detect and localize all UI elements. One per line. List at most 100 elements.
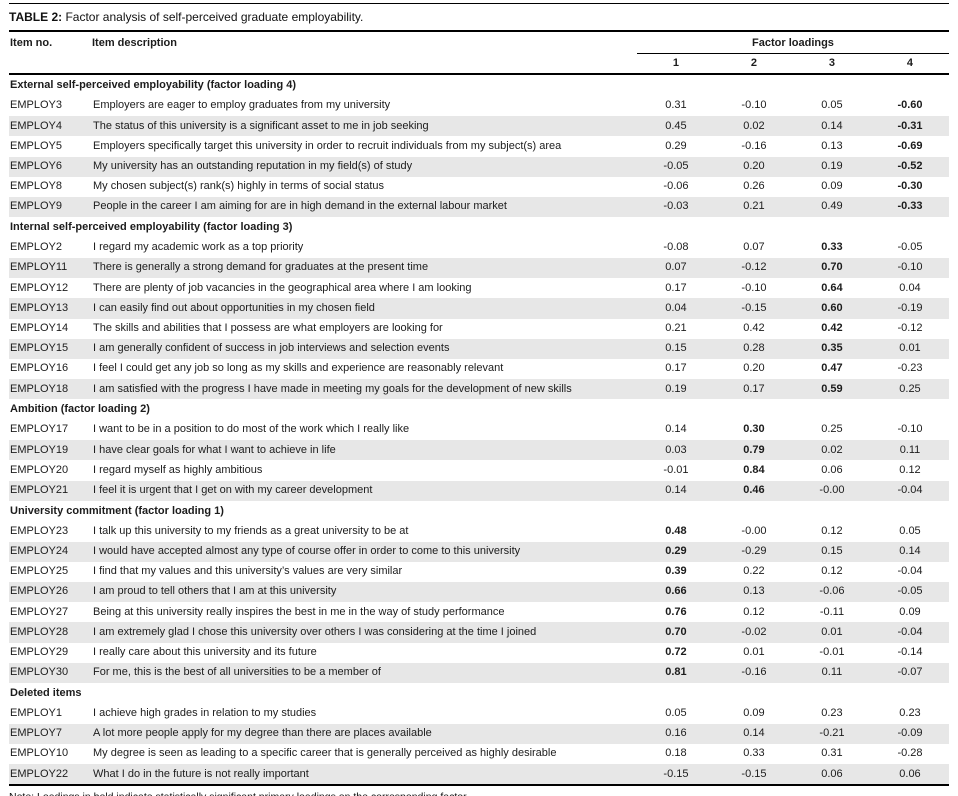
factor-loading-cell: 0.12 bbox=[821, 524, 843, 537]
factor-loading-cell: 0.01 bbox=[743, 646, 765, 659]
table-row: EMPLOY30 For me, this is the best of all … bbox=[9, 662, 949, 683]
factor-loading-cell: 0.18 bbox=[665, 747, 687, 760]
item-description-cell: I would have accepted almost any type of… bbox=[93, 545, 521, 558]
factor-loading-cell: 0.29 bbox=[665, 545, 687, 558]
factor-loading-cell: 0.14 bbox=[899, 545, 921, 558]
factor-loading-cell: -0.05 bbox=[663, 160, 689, 173]
factor-loading-cell: -0.33 bbox=[897, 200, 923, 213]
factor-loading-cell: 0.09 bbox=[899, 605, 921, 618]
factor-loading-cell: 0.12 bbox=[899, 463, 921, 476]
factor-loading-cell: 0.26 bbox=[743, 180, 765, 193]
table-row: EMPLOY22 What I do in the future is not r… bbox=[9, 764, 949, 786]
factor-loading-cell: 0.12 bbox=[743, 605, 765, 618]
factor-loading-cell: -0.19 bbox=[897, 301, 923, 314]
factor-loading-cell: 0.17 bbox=[665, 281, 687, 294]
item-description-cell: What I do in the future is not really im… bbox=[93, 767, 309, 780]
factor-loading-cell: 0.81 bbox=[665, 666, 687, 679]
table-row: EMPLOY13 I can easily find out about oppo… bbox=[9, 298, 949, 319]
section-header-row: University commitment (factor loading 1) bbox=[9, 500, 949, 522]
factor-loading-cell: -0.00 bbox=[741, 524, 767, 537]
factor-loading-cell: 0.47 bbox=[821, 362, 843, 375]
factor-analysis-table: Item no. Item description Factor loading… bbox=[9, 30, 949, 787]
item-description-cell: I can easily find out about opportunitie… bbox=[93, 301, 375, 314]
table-row: EMPLOY6 My university has an outstanding … bbox=[9, 156, 949, 177]
table-body: External self-perceived employability (f… bbox=[9, 74, 949, 786]
item-no-cell: EMPLOY29 bbox=[10, 646, 69, 659]
table-row: EMPLOY2 I regard my academic work as a to… bbox=[9, 238, 949, 258]
factor-loading-cell: -0.05 bbox=[897, 241, 923, 254]
table-row: EMPLOY18 I am satisfied with the progress… bbox=[9, 379, 949, 400]
item-no-cell: EMPLOY13 bbox=[10, 301, 69, 314]
item-description-cell: My university has an outstanding reputat… bbox=[93, 160, 413, 173]
factor-loading-cell: 0.14 bbox=[743, 727, 765, 740]
table-row: EMPLOY26 I am proud to tell others that I… bbox=[9, 581, 949, 603]
factor-loading-cell: -0.16 bbox=[741, 666, 767, 679]
item-description-cell: My degree is seen as leading to a specif… bbox=[93, 747, 557, 760]
item-no-cell: EMPLOY18 bbox=[10, 382, 69, 395]
section-header: External self-perceived employability (f… bbox=[9, 74, 949, 96]
factor-loading-cell: 0.04 bbox=[899, 281, 921, 294]
factor-loading-cell: -0.09 bbox=[897, 727, 923, 740]
table-row: EMPLOY16 I feel I could get any job so lo… bbox=[9, 359, 949, 379]
item-description-cell: The skills and abilities that I possess … bbox=[93, 322, 443, 335]
factor-loading-cell: 0.09 bbox=[743, 707, 765, 720]
factor-loading-cell: 0.06 bbox=[821, 463, 843, 476]
table-row: EMPLOY28 I am extremely glad I chose this… bbox=[9, 622, 949, 643]
factor-loading-cell: -0.12 bbox=[897, 322, 923, 335]
factor-loading-cell: -0.08 bbox=[663, 241, 689, 254]
factor-loading-cell: 0.17 bbox=[665, 362, 687, 375]
factor-loading-cell: -0.69 bbox=[897, 139, 923, 152]
item-description-cell: I feel I could get any job so long as my… bbox=[93, 362, 504, 375]
item-no-cell: EMPLOY5 bbox=[10, 139, 62, 152]
item-description-cell: The status of this university is a signi… bbox=[93, 119, 429, 132]
item-description-cell: My chosen subject(s) rank(s) highly in t… bbox=[93, 180, 384, 193]
factor-loading-cell: 0.13 bbox=[821, 139, 843, 152]
factor-loading-cell: 0.59 bbox=[821, 382, 843, 395]
table-row: EMPLOY8 My chosen subject(s) rank(s) high… bbox=[9, 177, 949, 197]
table-row: EMPLOY5 Employers specifically target thi… bbox=[9, 136, 949, 156]
factor-loading-cell: -0.10 bbox=[741, 281, 767, 294]
factor-loading-cell: 0.72 bbox=[665, 646, 687, 659]
item-no-cell: EMPLOY11 bbox=[10, 261, 68, 274]
factor-loading-cell: -0.15 bbox=[663, 767, 689, 780]
table-label: TABLE 2: bbox=[9, 10, 63, 24]
factor-loading-cell: -0.05 bbox=[897, 585, 923, 598]
table-row: EMPLOY12 There are plenty of job vacancie… bbox=[9, 278, 949, 298]
table-row: EMPLOY27 Being at this university really … bbox=[9, 602, 949, 622]
table-row: EMPLOY7 A lot more people apply for my de… bbox=[9, 723, 949, 744]
item-description-cell: I talk up this university to my friends … bbox=[93, 524, 409, 537]
factor-loading-cell: 0.12 bbox=[821, 565, 843, 578]
item-no-cell: EMPLOY21 bbox=[10, 484, 69, 497]
factor-loading-cell: 0.46 bbox=[743, 484, 765, 497]
factor-loading-cell: 0.35 bbox=[821, 342, 843, 355]
item-no-cell: EMPLOY30 bbox=[10, 666, 69, 679]
section-header: University commitment (factor loading 1) bbox=[9, 500, 949, 522]
factor-loading-cell: -0.29 bbox=[741, 545, 767, 558]
item-no-cell: EMPLOY24 bbox=[10, 545, 69, 558]
factor-loading-cell: 0.19 bbox=[665, 382, 687, 395]
item-description-cell: Employers specifically target this unive… bbox=[93, 139, 562, 152]
table-row: EMPLOY11 There is generally a strong dema… bbox=[9, 257, 949, 279]
factor-loading-cell: 0.19 bbox=[821, 160, 843, 173]
factor-loading-cell: 0.03 bbox=[665, 443, 687, 456]
factor-loading-cell: 0.20 bbox=[743, 362, 765, 375]
section-header: Ambition (factor loading 2) bbox=[9, 399, 949, 420]
factor-loading-cell: 0.22 bbox=[743, 565, 765, 578]
item-no-cell: EMPLOY3 bbox=[10, 99, 62, 112]
item-no-cell: EMPLOY10 bbox=[10, 747, 69, 760]
section-header-row: Deleted items bbox=[9, 682, 949, 704]
item-description-cell: I regard my academic work as a top prior… bbox=[93, 241, 304, 254]
factor-loading-cell: 0.39 bbox=[665, 565, 687, 578]
factor-loading-cell: -0.23 bbox=[897, 362, 923, 375]
factor-loading-cell: 0.42 bbox=[743, 322, 765, 335]
table-row: EMPLOY14 The skills and abilities that I … bbox=[9, 319, 949, 339]
factor-loading-cell: 0.13 bbox=[743, 585, 765, 598]
factor-loading-cell: 0.23 bbox=[899, 707, 921, 720]
factor-loading-cell: -0.10 bbox=[741, 99, 767, 112]
item-description-cell: I regard myself as highly ambitious bbox=[93, 463, 263, 476]
table-row: EMPLOY29 I really care about this univers… bbox=[9, 643, 949, 663]
factor-loading-cell: 0.14 bbox=[665, 423, 687, 436]
factor-loading-cell: -0.28 bbox=[897, 747, 923, 760]
factor-loading-cell: -0.12 bbox=[741, 261, 767, 274]
